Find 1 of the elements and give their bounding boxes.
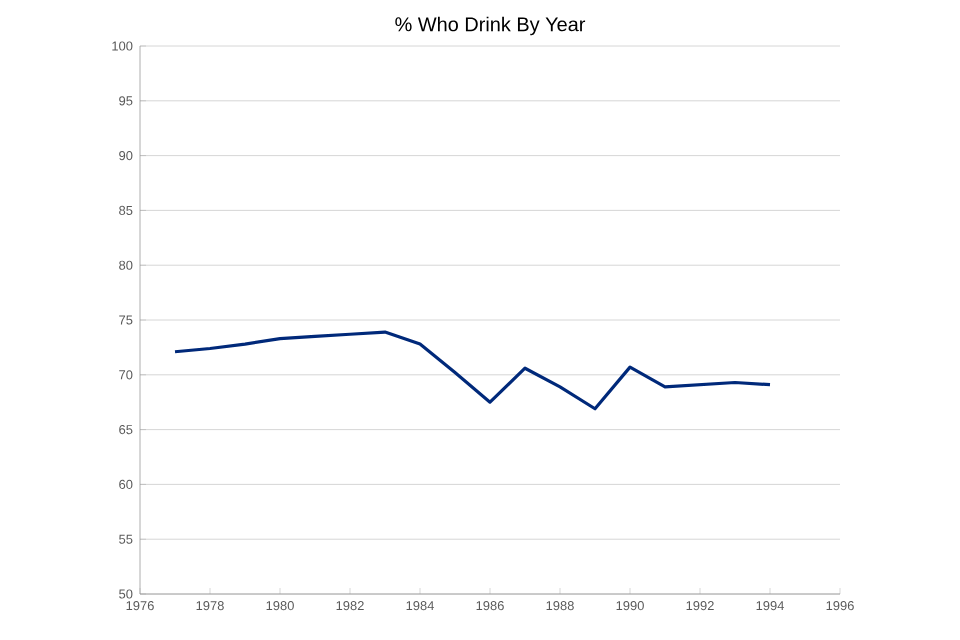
chart-title: % Who Drink By Year xyxy=(395,16,586,36)
